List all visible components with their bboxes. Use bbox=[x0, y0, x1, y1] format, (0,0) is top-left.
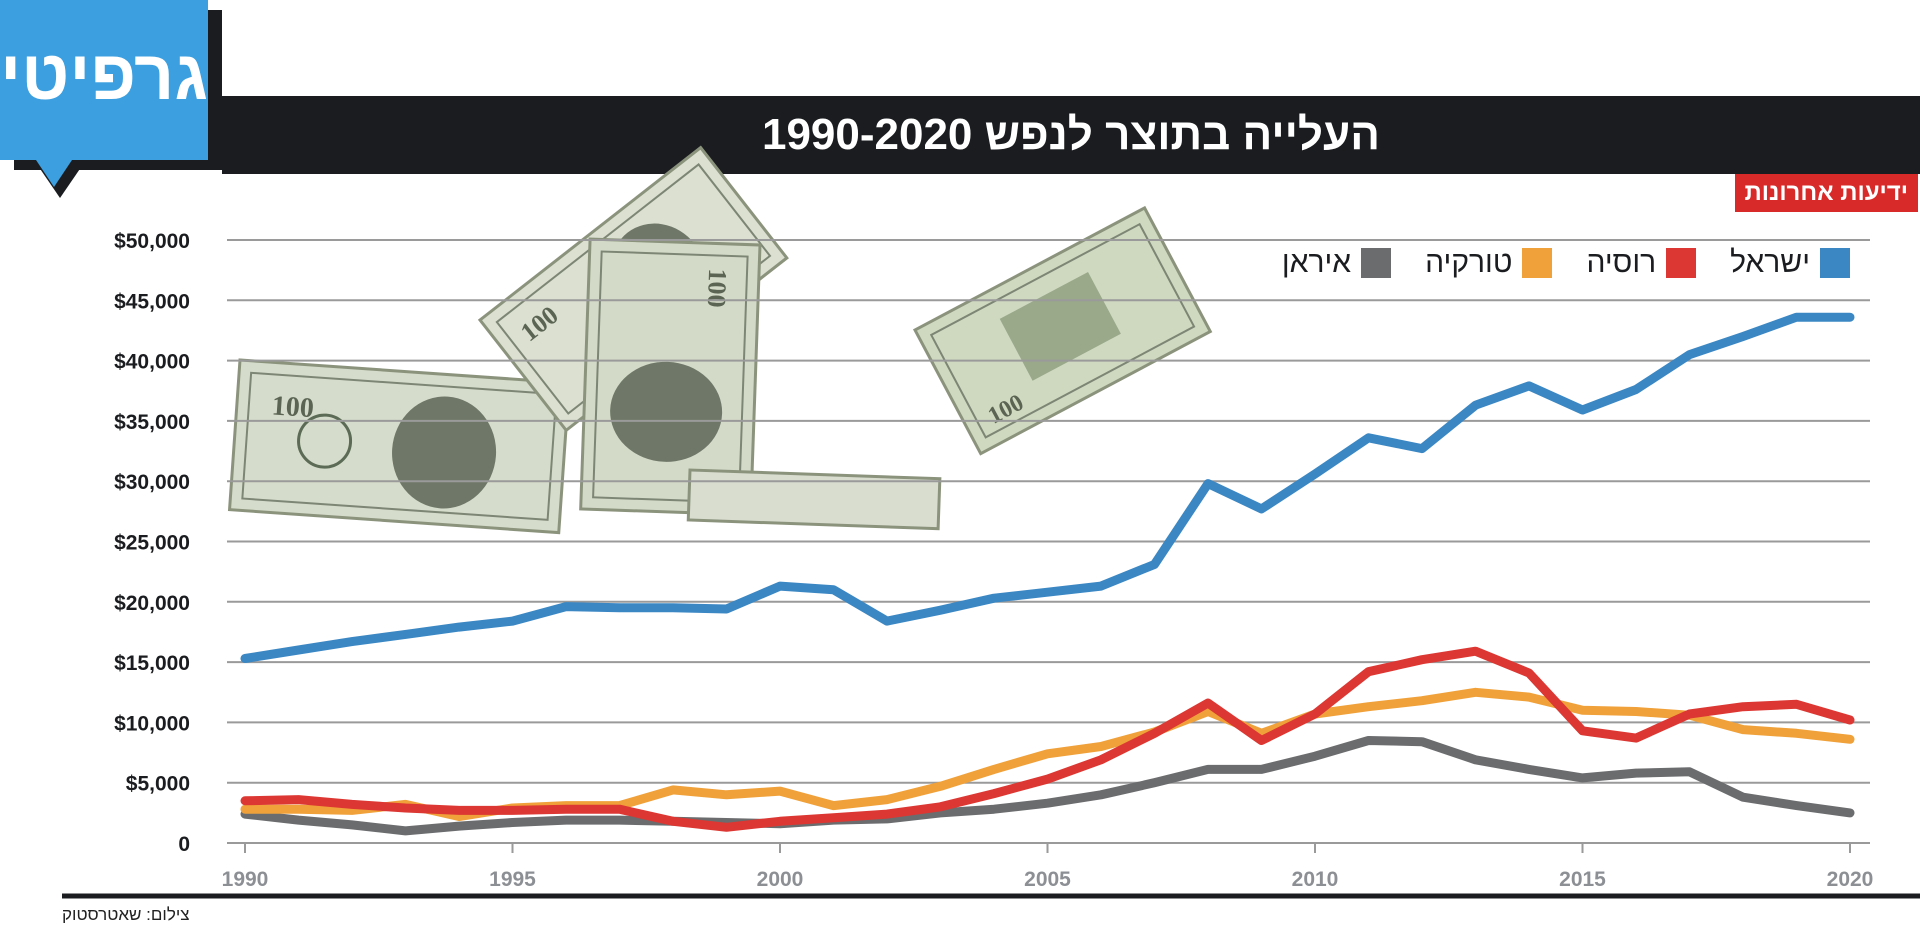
legend-label: ישראל bbox=[1730, 246, 1810, 279]
x-tick-label: 2005 bbox=[1024, 868, 1071, 891]
x-tick-label: 2010 bbox=[1292, 868, 1339, 891]
y-tick-label: $30,000 bbox=[114, 471, 190, 494]
chart-series bbox=[240, 312, 1855, 836]
y-tick-label: $20,000 bbox=[114, 592, 190, 615]
y-tick-label: 0 bbox=[178, 833, 190, 856]
legend-item-israel: ישראל bbox=[1730, 246, 1850, 280]
x-tick-label: 2000 bbox=[757, 868, 804, 891]
x-axis: 1990 1995 2000 2005 2010 2015 2020 bbox=[222, 843, 1874, 891]
x-tick-label: 2020 bbox=[1827, 868, 1874, 891]
y-tick-label: $10,000 bbox=[114, 712, 190, 735]
chart-grid bbox=[227, 239, 1870, 844]
svg-text:100: 100 bbox=[271, 390, 315, 424]
legend-label: רוסיה bbox=[1586, 246, 1657, 279]
money-illustration: 100 100 100 100 bbox=[227, 145, 1213, 535]
y-tick-label: $5,000 bbox=[126, 773, 190, 796]
x-tick-label: 1995 bbox=[489, 868, 536, 891]
series-line-0 bbox=[240, 312, 1855, 663]
title-bar bbox=[222, 96, 1920, 174]
svg-text:100: 100 bbox=[702, 268, 732, 308]
chart-legend: ישראל רוסיה טורקיה איראן bbox=[1248, 246, 1850, 280]
chart-title: העלייה בתוצר לנפש 1990-2020 bbox=[761, 110, 1380, 159]
legend-item-russia: רוסיה bbox=[1586, 246, 1697, 280]
y-tick-label: $40,000 bbox=[114, 351, 190, 374]
legend-label: טורקיה bbox=[1425, 246, 1513, 279]
y-tick-label: $15,000 bbox=[114, 652, 190, 675]
x-tick-label: 1990 bbox=[222, 868, 269, 891]
legend-item-turkey: טורקיה bbox=[1425, 246, 1553, 280]
brand-logo bbox=[0, 0, 208, 160]
logo-tail-inner-shape bbox=[34, 157, 74, 187]
legend-item-iran: איראן bbox=[1281, 246, 1392, 280]
legend-swatch bbox=[1666, 248, 1697, 278]
y-tick-label: $25,000 bbox=[114, 532, 190, 555]
series-line-2 bbox=[240, 687, 1855, 821]
y-tick-label: $35,000 bbox=[114, 411, 190, 434]
legend-swatch bbox=[1361, 248, 1392, 278]
y-tick-label: $50,000 bbox=[114, 230, 190, 253]
legend-label: איראן bbox=[1281, 246, 1352, 279]
photo-credit: צילום: שאטרסטוק bbox=[62, 905, 190, 924]
legend-swatch bbox=[1522, 248, 1553, 278]
x-tick-label: 2015 bbox=[1559, 868, 1606, 891]
legend-swatch bbox=[1820, 248, 1850, 278]
source-badge: ידיעות אחרונות bbox=[1734, 174, 1918, 212]
series-line-3 bbox=[240, 736, 1855, 836]
y-axis: 0 $5,000 $10,000 $15,000 $20,000 $25,000 $30,0… bbox=[114, 230, 190, 856]
y-tick-label: $45,000 bbox=[114, 290, 190, 313]
series-line-1 bbox=[240, 646, 1855, 832]
brand-logo-text: גרפיטי bbox=[0, 36, 208, 114]
